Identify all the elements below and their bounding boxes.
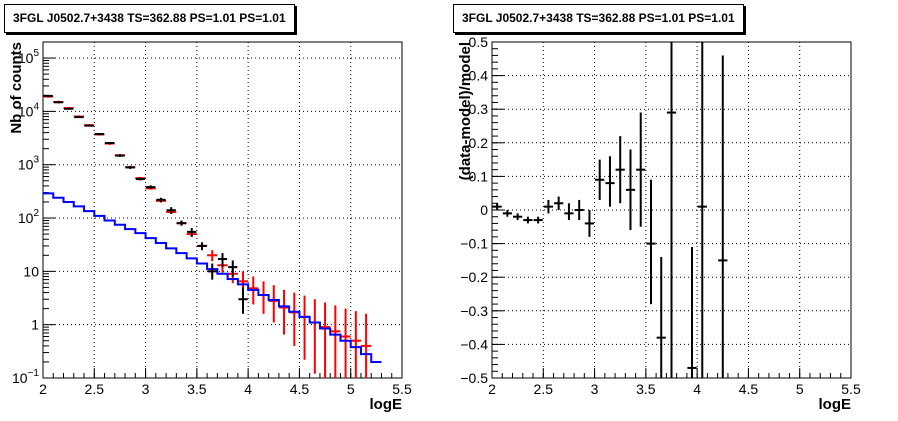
right-data-point [646,179,656,305]
right-y-tick-label: 0.2 [469,135,489,151]
left-data-point [43,94,53,97]
right-data-point [574,199,584,221]
left-x-tick-label: 5.5 [392,381,412,397]
right-y-tick-label: 0.5 [469,34,489,50]
right-y-tick-label: −0.4 [460,336,488,352]
right-y-tick-label: 0.4 [469,68,489,84]
right-y-axis-title: (data-model)/model [457,42,474,180]
right-data-point [615,136,625,204]
left-data-point [238,287,248,314]
left-model-point [360,313,372,378]
right-data-point [666,42,677,378]
left-x-tick-label: 4 [244,381,252,397]
left-plot-frame [42,41,403,379]
left-model-point [299,295,310,360]
left-data-point [197,242,207,251]
left-model-point [258,281,269,314]
left-data-point [166,207,176,214]
right-x-tick-label: 2.5 [534,381,554,397]
left-x-axis-title: logE [370,396,403,413]
left-data-point [176,220,187,226]
left-data-point [207,263,217,280]
right-x-tick-label: 5.5 [841,381,861,397]
left-model-point [289,292,300,346]
right-chart-title: 3FGL J0502.7+3438 TS=362.88 PS=1.01 PS=1… [453,4,744,33]
right-y-tick-label: −0.2 [460,269,488,285]
left-x-tick-label: 3.5 [187,381,207,397]
left-data-point [94,133,105,136]
right-y-tick-label: 0 [480,202,488,218]
left-data-point [115,154,125,157]
right-x-tick-label: 5 [796,381,804,397]
left-data-point [156,197,166,202]
right-x-tick-label: 4.5 [739,381,759,397]
right-data-point [554,196,564,210]
right-data-point [564,203,574,221]
left-x-tick-label: 3 [142,381,150,397]
left-data-point [64,107,74,110]
left-data-point [53,101,64,104]
right-x-tick-label: 3.5 [636,381,656,397]
left-data-point [125,165,135,170]
right-data-point [513,213,523,221]
left-model-point [340,308,351,378]
left-data-point [135,177,146,181]
left-x-tick-label: 2 [39,381,47,397]
right-data-point [533,216,543,224]
left-data-point [187,228,197,237]
left-x-tick-label: 2.5 [85,381,105,397]
right-data-point [656,257,666,378]
right-data-point [625,149,636,231]
right-y-tick-label: 0.1 [469,168,489,184]
right-y-tick-label: −0.1 [460,236,488,252]
left-y-tick-label: 104 [18,101,40,119]
left-y-tick-label: 102 [18,208,40,226]
left-data-point [84,124,94,127]
left-x-tick-label: 4.5 [290,381,310,397]
right-x-tick-label: 3 [591,381,599,397]
left-model-point [330,305,341,378]
right-data-point [584,210,595,237]
left-data-point [217,253,228,268]
left-chart-title: 3FGL J0502.7+3438 TS=362.88 PS=1.01 PS=1… [4,4,295,33]
right-data-point [687,246,697,378]
right-data-point [523,216,533,224]
right-data-point [595,159,605,200]
left-model-point [319,302,331,378]
right-data-point [718,55,728,378]
right-x-tick-label: 2 [488,381,496,397]
right-data-point [605,156,615,207]
right-data-point [543,199,554,214]
left-y-tick-label: 10 [23,263,39,279]
left-model-point [350,311,361,378]
left-model-point [278,289,290,335]
left-data-point [228,260,238,277]
left-model-point [268,285,279,323]
right-data-point [697,42,707,378]
left-data-point [105,142,115,145]
left-y-axis-title: Nb of counts [8,42,25,134]
left-x-tick-label: 5 [347,381,355,397]
left-data-point [74,116,84,119]
left-y-tick-label: 105 [18,48,40,66]
right-y-tick-label: −0.3 [460,303,488,319]
right-data-point [492,203,502,210]
left-model-point [207,250,218,262]
left-y-tick-label: 10−1 [12,368,39,386]
right-y-tick-label: −0.5 [460,370,488,386]
right-data-point [502,210,513,217]
right-data-point [636,112,646,227]
right-y-tick-label: 0.3 [469,101,489,117]
left-y-tick-label: 103 [18,155,40,173]
left-y-tick-label: 1 [31,317,39,333]
left-data-point [146,185,156,190]
right-x-tick-label: 4 [693,381,701,397]
left-model-point [309,299,320,374]
right-x-axis-title: logE [819,396,852,413]
